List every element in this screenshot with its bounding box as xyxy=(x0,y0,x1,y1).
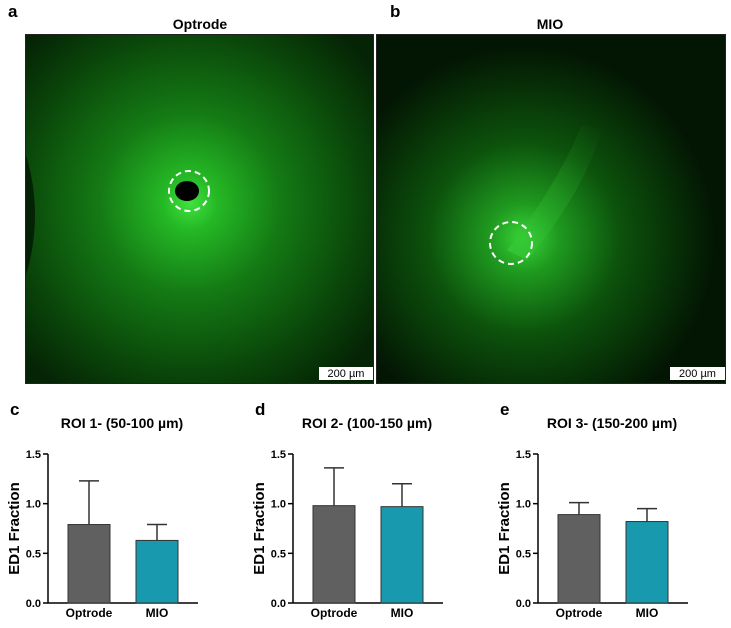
roi-circle-mio xyxy=(489,221,533,265)
panel-letter-e: e xyxy=(500,400,509,419)
panel-letter-a: a xyxy=(8,2,18,21)
y-tick-label: 0.5 xyxy=(26,548,41,560)
micrograph-mio-image xyxy=(377,35,725,383)
bar-mio xyxy=(135,539,179,604)
y-tick-label: 1.0 xyxy=(271,499,286,511)
micrograph-optrode-image xyxy=(26,35,373,383)
scale-bar-b: 200 µm xyxy=(670,367,725,380)
bar-optrode xyxy=(67,524,111,604)
y-tick-label: 1.0 xyxy=(516,499,531,511)
micrograph-mio xyxy=(376,34,726,384)
panel-letter-d: d xyxy=(255,400,265,419)
bar-optrode xyxy=(557,514,601,604)
x-tick-label: MIO xyxy=(636,606,659,620)
roi-circle-optrode xyxy=(168,170,210,212)
y-axis-label: ED1 Fraction xyxy=(6,482,23,575)
y-tick-label: 0.0 xyxy=(26,598,41,610)
y-tick-label: 1.0 xyxy=(26,499,41,511)
chart-title: ROI 1- (50-100 µm) xyxy=(61,415,183,431)
image-title-optrode: Optrode xyxy=(172,16,228,32)
panel-letter-c: c xyxy=(10,400,19,419)
bar-chart-roi-2: d ROI 2- (100-150 µm) ED1 Fraction 0.0 0.5 1.… xyxy=(251,400,443,620)
y-tick-label: 1.5 xyxy=(26,449,41,461)
image-title-mio: MIO xyxy=(536,16,564,32)
chart-title: ROI 3- (150-200 µm) xyxy=(547,415,677,431)
scale-bar-a: 200 µm xyxy=(319,367,373,380)
bar-mio xyxy=(625,521,669,604)
y-tick-label: 0.0 xyxy=(271,598,286,610)
x-tick-label: Optrode xyxy=(556,606,603,620)
panel-letter-b: b xyxy=(390,2,401,21)
x-tick-label: Optrode xyxy=(66,606,113,620)
bar-chart-roi-1: c ROI 1- (50-100 µm) ED1 Fraction 0.0 0.5 1.0… xyxy=(6,400,198,620)
x-tick-label: MIO xyxy=(146,606,169,620)
y-tick-label: 1.5 xyxy=(516,449,531,461)
y-tick-label: 1.5 xyxy=(271,449,286,461)
bar-optrode xyxy=(312,505,356,604)
y-axis-label: ED1 Fraction xyxy=(251,482,268,575)
y-axis-label: ED1 Fraction xyxy=(496,482,513,575)
micrograph-optrode xyxy=(25,34,374,384)
y-tick-label: 0.5 xyxy=(271,548,286,560)
bar-mio xyxy=(380,506,424,604)
chart-title: ROI 2- (100-150 µm) xyxy=(302,415,432,431)
y-tick-label: 0.5 xyxy=(516,548,531,560)
x-tick-label: MIO xyxy=(391,606,414,620)
y-tick-label: 0.0 xyxy=(516,598,531,610)
bar-chart-roi-3: e ROI 3- (150-200 µm) ED1 Fraction 0.0 0.5 1.… xyxy=(496,400,688,620)
x-tick-label: Optrode xyxy=(311,606,358,620)
